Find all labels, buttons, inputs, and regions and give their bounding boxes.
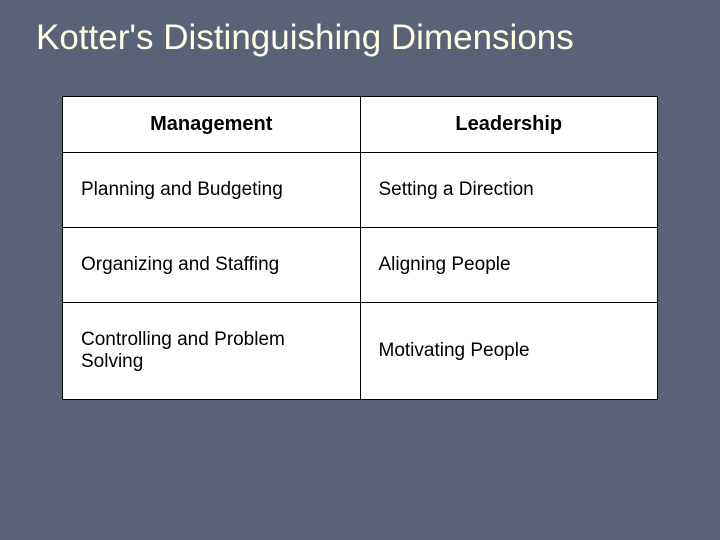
table-container: Management Leadership Planning and Budge… [62,96,658,400]
table-cell: Aligning People [360,228,658,303]
slide-container: Kotter's Distinguishing Dimensions Manag… [0,0,720,540]
slide-title: Kotter's Distinguishing Dimensions [36,18,692,58]
table-row: Planning and Budgeting Setting a Directi… [63,153,658,228]
table-cell: Setting a Direction [360,153,658,228]
table-cell: Controlling and Problem Solving [63,303,361,400]
table-cell: Planning and Budgeting [63,153,361,228]
table-cell: Organizing and Staffing [63,228,361,303]
table-cell: Motivating People [360,303,658,400]
comparison-table: Management Leadership Planning and Budge… [62,96,658,400]
table-row: Controlling and Problem Solving Motivati… [63,303,658,400]
table-header-management: Management [63,97,361,153]
table-header-leadership: Leadership [360,97,658,153]
table-header-row: Management Leadership [63,97,658,153]
table-row: Organizing and Staffing Aligning People [63,228,658,303]
